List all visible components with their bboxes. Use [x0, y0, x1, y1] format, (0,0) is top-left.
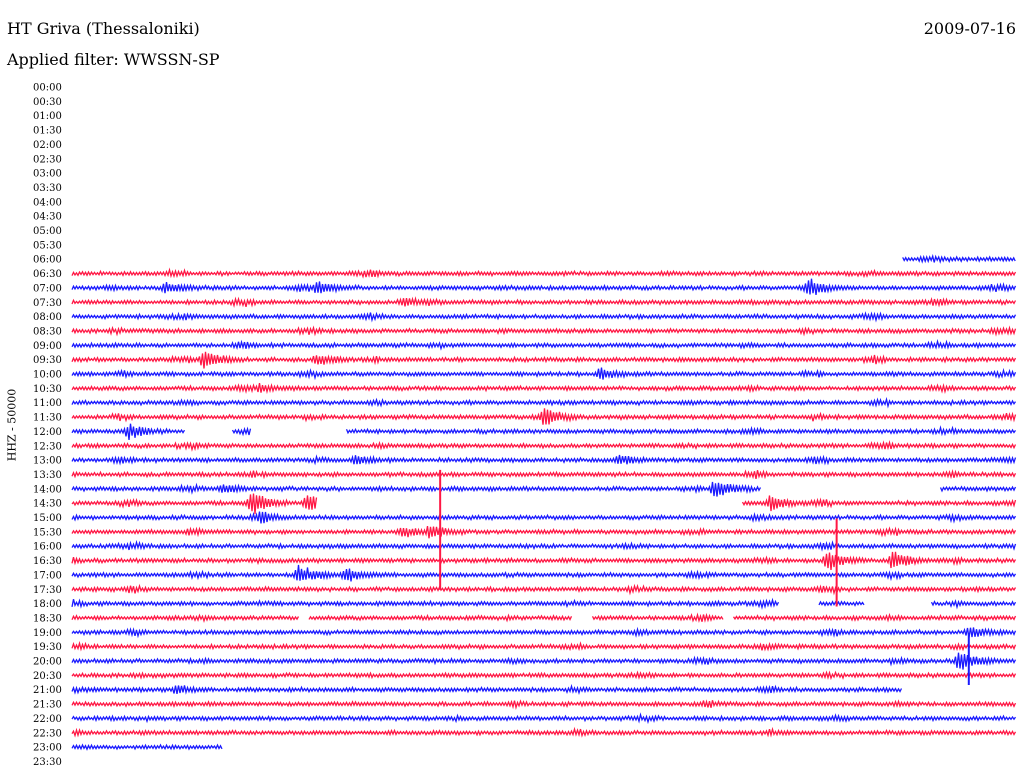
time-tick-label: 09:00 — [33, 341, 62, 352]
seismic-trace — [71, 539, 1017, 552]
seismic-trace — [71, 267, 1017, 279]
seismic-trace — [71, 612, 1017, 624]
time-tick-label: 13:30 — [33, 470, 62, 481]
time-tick-labels: 00:00 00:30 01:00 01:30 02:00 02:30 03:00 03:30… — [33, 83, 62, 768]
time-tick-label: 00:00 — [33, 83, 62, 94]
seismic-trace — [71, 493, 1017, 515]
time-tick-label: 20:00 — [33, 657, 62, 668]
seismic-trace — [71, 367, 1017, 381]
seismic-trace — [71, 626, 1017, 639]
time-tick-label: 03:30 — [33, 183, 62, 194]
seismic-trace — [71, 511, 1017, 524]
time-tick-label: 07:30 — [33, 298, 62, 309]
seismic-trace — [71, 670, 1017, 681]
time-tick-label: 15:30 — [33, 527, 62, 538]
time-tick-label: 07:00 — [33, 283, 62, 294]
seismic-trace — [71, 423, 1017, 440]
time-tick-label: 09:30 — [33, 355, 62, 366]
seismic-traces — [71, 253, 1017, 751]
time-tick-label: 16:00 — [33, 542, 62, 553]
seismic-trace — [71, 583, 1017, 596]
time-tick-label: 08:30 — [33, 326, 62, 337]
time-tick-label: 20:30 — [33, 671, 62, 682]
time-tick-label: 23:30 — [33, 757, 62, 768]
seismic-trace — [71, 564, 1017, 582]
seismic-trace — [71, 454, 1017, 466]
seismic-trace — [71, 469, 1017, 480]
time-tick-label: 04:30 — [33, 212, 62, 223]
time-tick-label: 16:30 — [33, 556, 62, 567]
seismic-trace — [71, 296, 1017, 308]
time-tick-label: 03:00 — [33, 169, 62, 180]
seismic-trace — [71, 278, 1017, 295]
seismic-trace — [71, 311, 1017, 323]
seismic-trace — [71, 440, 1017, 452]
time-tick-label: 05:00 — [33, 226, 62, 237]
time-tick-label: 19:00 — [33, 628, 62, 639]
time-tick-label: 22:30 — [33, 728, 62, 739]
time-tick-label: 01:00 — [33, 111, 62, 122]
seismic-trace — [71, 743, 223, 751]
time-tick-label: 19:30 — [33, 642, 62, 653]
time-tick-label: 12:30 — [33, 441, 62, 452]
time-tick-label: 18:30 — [33, 613, 62, 624]
seismic-trace — [71, 699, 1017, 710]
time-tick-label: 13:00 — [33, 456, 62, 467]
seismic-trace — [71, 726, 1017, 738]
seismic-trace — [71, 652, 1017, 670]
seismic-trace — [71, 597, 1017, 610]
record-date: 2009-07-16 — [923, 19, 1016, 38]
time-tick-label: 10:30 — [33, 384, 62, 395]
seismic-trace — [71, 382, 1017, 395]
time-tick-label: 22:00 — [33, 714, 62, 725]
filter-label: Applied filter: WWSSN-SP — [7, 50, 220, 69]
time-tick-label: 01:30 — [33, 126, 62, 137]
seismic-trace — [71, 683, 903, 695]
seismic-trace — [71, 525, 1017, 539]
seismic-trace — [71, 640, 1017, 652]
seismic-trace — [71, 325, 1017, 337]
time-tick-label: 21:00 — [33, 685, 62, 696]
time-tick-label: 11:30 — [33, 413, 62, 424]
seismic-trace — [71, 396, 1017, 409]
seismic-trace — [902, 253, 1016, 264]
time-tick-label: 23:00 — [33, 743, 62, 754]
time-tick-label: 17:30 — [33, 585, 62, 596]
seismic-trace — [71, 338, 1017, 351]
time-tick-label: 17:00 — [33, 570, 62, 581]
time-tick-label: 06:00 — [33, 255, 62, 266]
time-tick-label: 18:00 — [33, 599, 62, 610]
seismic-trace — [71, 481, 1017, 497]
seismic-trace — [71, 551, 1017, 570]
time-tick-label: 02:00 — [33, 140, 62, 151]
time-tick-label: 08:00 — [33, 312, 62, 323]
time-tick-label: 04:00 — [33, 197, 62, 208]
time-tick-label: 00:30 — [33, 97, 62, 108]
station-name: HT Griva (Thessaloniki) — [7, 19, 200, 38]
time-tick-label: 12:00 — [33, 427, 62, 438]
time-tick-label: 14:30 — [33, 499, 62, 510]
time-tick-label: 14:00 — [33, 484, 62, 495]
time-tick-label: 10:00 — [33, 370, 62, 381]
time-tick-label: 06:30 — [33, 269, 62, 280]
seismic-trace — [71, 408, 1017, 425]
time-tick-label: 15:00 — [33, 513, 62, 524]
seismic-trace — [71, 351, 1017, 369]
time-tick-label: 05:30 — [33, 240, 62, 251]
time-tick-label: 02:30 — [33, 154, 62, 165]
time-tick-label: 11:00 — [33, 398, 62, 409]
time-tick-label: 21:30 — [33, 700, 62, 711]
seismic-trace — [71, 712, 1017, 725]
